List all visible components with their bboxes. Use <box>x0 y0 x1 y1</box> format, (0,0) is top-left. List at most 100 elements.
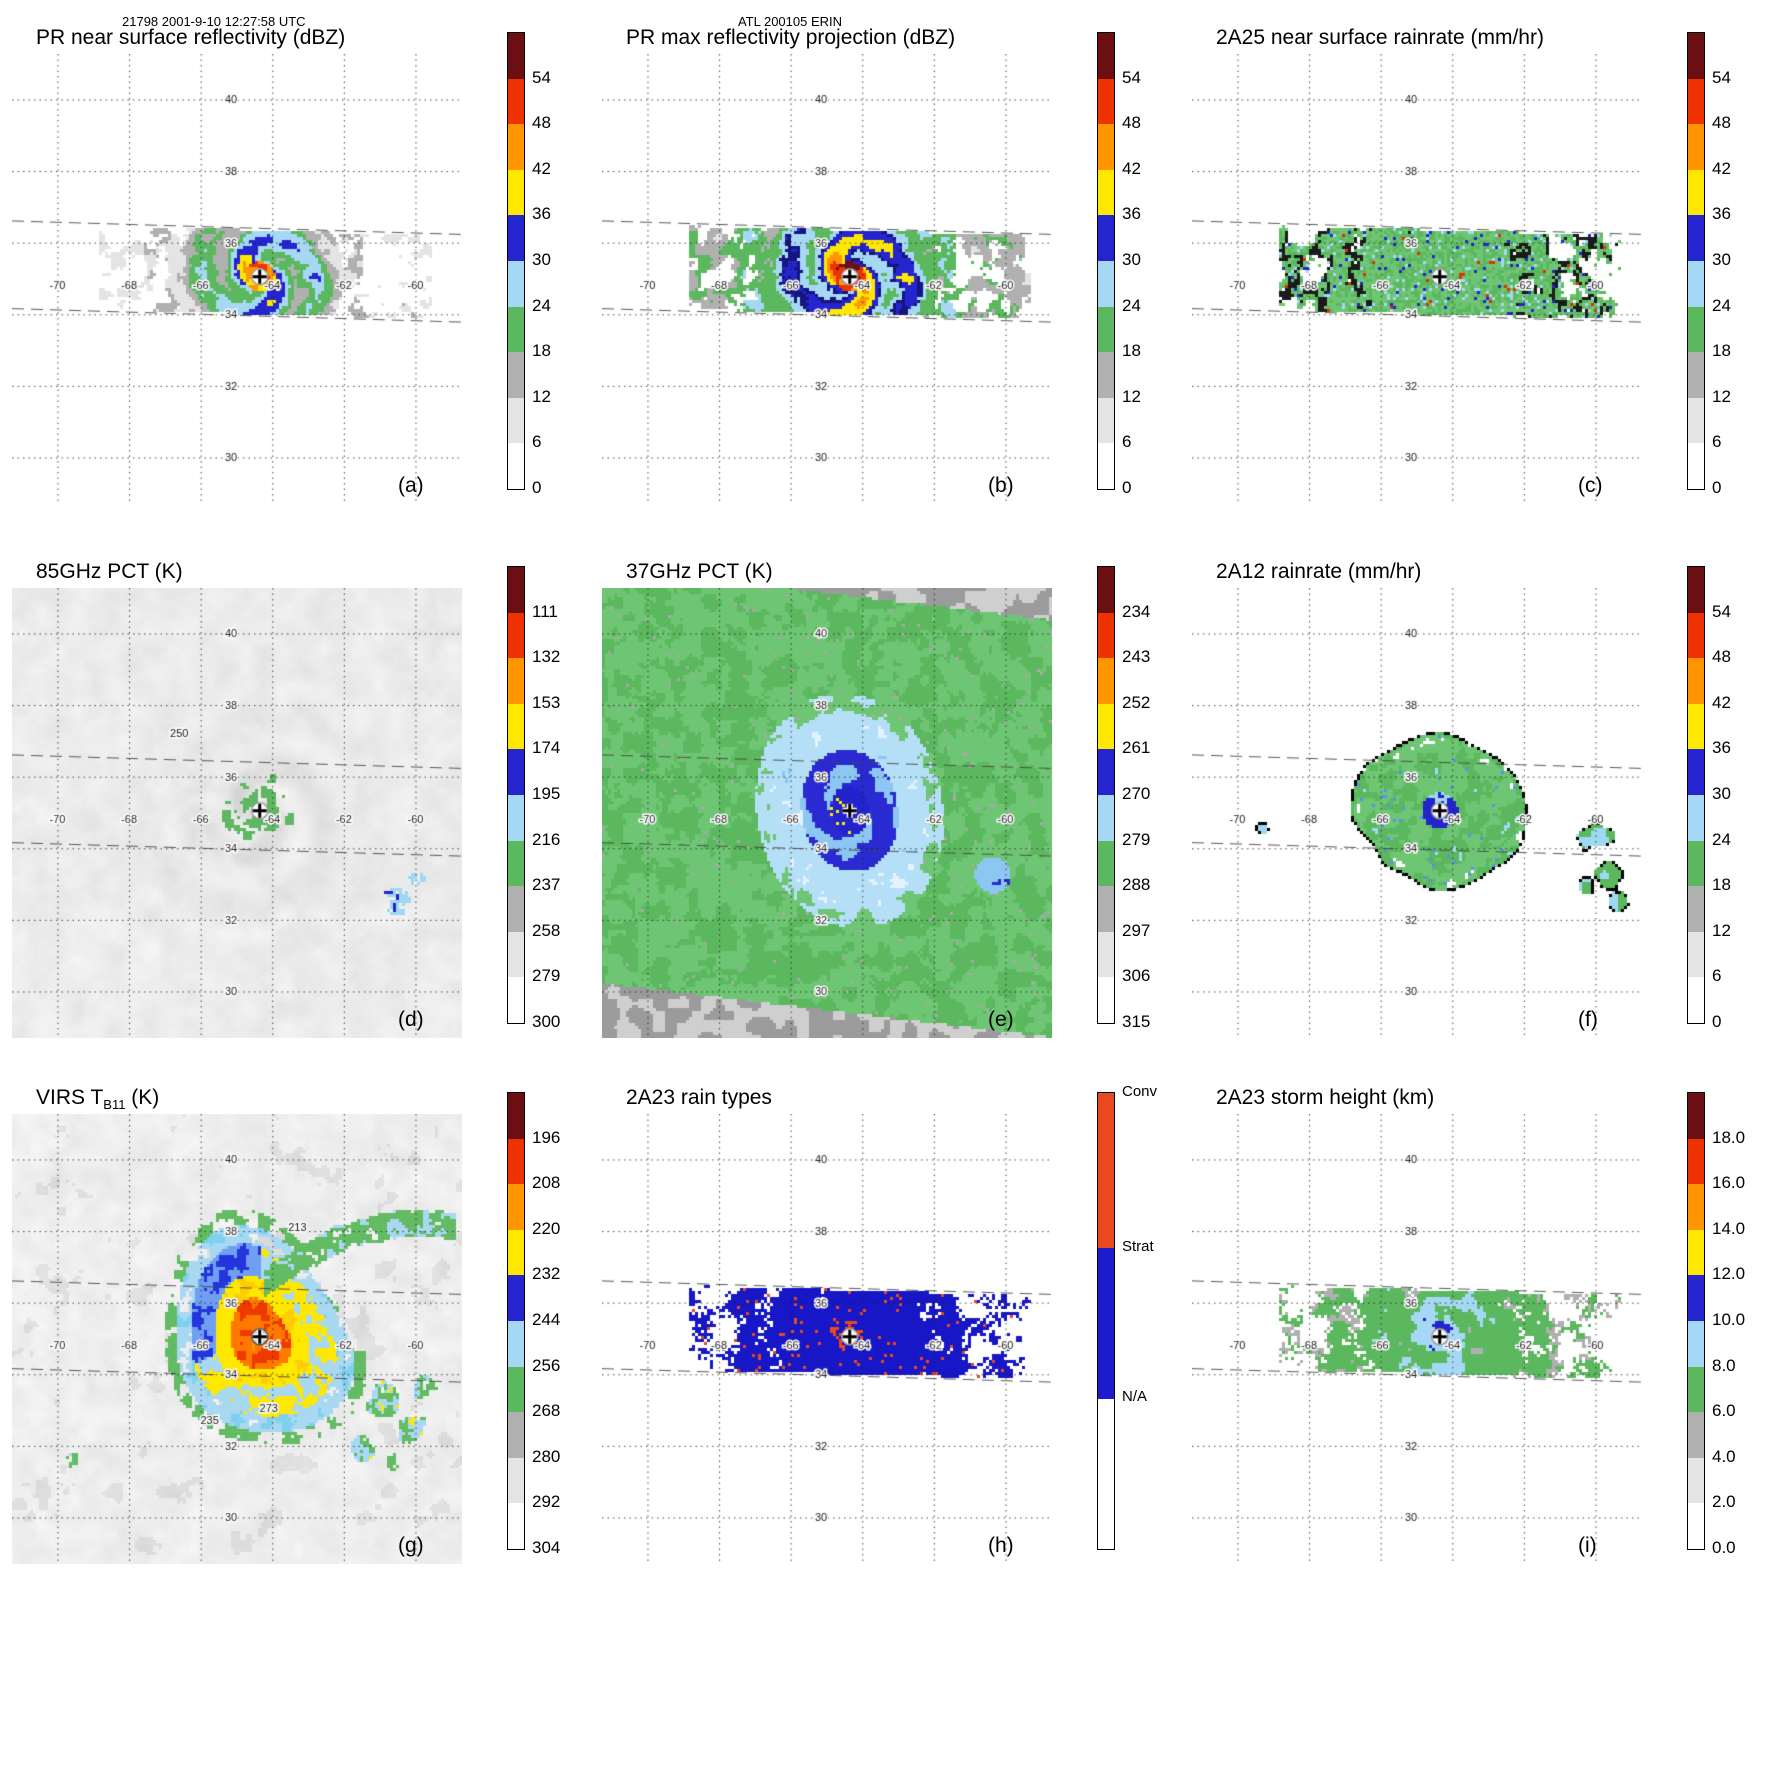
colorbar-c <box>1687 32 1705 490</box>
panel-a: PR near surface reflectivity (dBZ) 0 6 12 18… <box>10 22 590 537</box>
colorbar-segment-7 <box>508 658 524 704</box>
panel-title-subscript: B11 <box>103 1097 126 1113</box>
colorbar-segment-2 <box>508 1412 524 1458</box>
map-canvas-f <box>1192 588 1642 1038</box>
colorbar-f <box>1687 566 1705 1024</box>
colorbar-segment-5 <box>1688 215 1704 262</box>
panel-title-a: PR near surface reflectivity (dBZ) <box>36 26 345 50</box>
colorbar-tick-label: 12 <box>1712 920 1731 940</box>
colorbar-tick-label: 297 <box>1122 920 1151 940</box>
colorbar-segment-0 <box>508 977 524 1023</box>
colorbar-tick-label: 12 <box>1712 386 1731 406</box>
panel-title-c: 2A25 near surface rainrate (mm/hr) <box>1216 26 1544 50</box>
colorbar-tick-label: 111 <box>532 601 558 621</box>
colorbar-segment-2 <box>1098 352 1114 398</box>
panel-g: VIRS TB11 (K) 304 292 280 268 256 244 232 220 208… <box>10 1082 590 1597</box>
colorbar-tick-label: 6 <box>1712 966 1722 986</box>
panel-e: 37GHz PCT (K) 315 306 297 288 279 270 261 252 243… <box>600 556 1180 1071</box>
colorbar-tick-label: 18.0 <box>1712 1127 1746 1147</box>
colorbar-segment-1 <box>1688 1457 1704 1504</box>
colorbar-segment-7 <box>1688 1184 1704 1230</box>
colorbar-segment-5 <box>1098 215 1114 262</box>
colorbar-tick-label: 243 <box>1122 647 1151 667</box>
colorbar-tick-label: 256 <box>532 1355 561 1375</box>
colorbar-tick-label: 18 <box>1712 341 1731 361</box>
colorbar-tick-label: 36 <box>532 204 551 224</box>
panel-title-text: PR near surface reflectivity (dBZ) <box>36 26 346 49</box>
panel-title-tail: (K) <box>125 1086 160 1109</box>
map-canvas-g <box>12 1114 462 1564</box>
colorbar-segment-1 <box>1688 931 1704 978</box>
map-canvas-b <box>602 54 1052 504</box>
colorbar-tick-label: 2.0 <box>1712 1492 1736 1512</box>
colorbar-segment-4 <box>508 795 524 841</box>
colorbar-tick-label: 48 <box>532 113 551 133</box>
colorbar-segment-9 <box>1688 567 1704 613</box>
colorbar-tick-label: 270 <box>1122 784 1151 803</box>
colorbar-tick-label: 12 <box>532 386 551 406</box>
colorbar-segment-2 <box>508 352 524 398</box>
colorbar-segment-1 <box>508 1457 524 1504</box>
colorbar-segment-8 <box>1098 612 1114 659</box>
colorbar-segment-na <box>1098 1398 1114 1550</box>
colorbar-segment-7 <box>508 1184 524 1230</box>
orbit-timestamp: 21798 2001-9-10 12:27:58 UTC <box>122 14 306 29</box>
panel-letter: (i) <box>1578 1534 1597 1557</box>
colorbar-segment-9 <box>1098 33 1114 79</box>
colorbar-tick-label: 208 <box>532 1173 561 1193</box>
colorbar-category-label: N/A <box>1122 1388 1148 1405</box>
panel-letter: (g) <box>398 1534 424 1557</box>
colorbar-tick-label: 30 <box>1122 250 1141 269</box>
colorbar-segment-4 <box>1688 261 1704 307</box>
colorbar-tick-label: 0.0 <box>1712 1538 1736 1557</box>
colorbar-segment-5 <box>508 749 524 796</box>
colorbar-segment-2 <box>1098 886 1114 932</box>
colorbar-segment-8 <box>508 1138 524 1185</box>
colorbar-tick-label: 36 <box>1122 204 1141 224</box>
colorbar-tick-label: 315 <box>1122 1012 1151 1031</box>
colorbar-tick-label: 195 <box>532 784 561 803</box>
colorbar-tick-label: 54 <box>1122 67 1141 87</box>
colorbar-h <box>1097 1092 1115 1550</box>
colorbar-segment-9 <box>508 567 524 613</box>
colorbar-segment-6 <box>1098 703 1114 750</box>
colorbar-tick-label: 244 <box>532 1310 561 1329</box>
colorbar-segment-5 <box>508 215 524 262</box>
colorbar-tick-label: 0 <box>532 478 542 497</box>
colorbar-tick-label: 48 <box>1712 647 1731 667</box>
panel-title-f: 2A12 rainrate (mm/hr) <box>1216 560 1421 584</box>
colorbar-segment-8 <box>508 78 524 125</box>
colorbar-segment-strat <box>1098 1248 1114 1399</box>
colorbar-tick-label: 14.0 <box>1712 1218 1746 1238</box>
colorbar-segment-9 <box>1688 33 1704 79</box>
colorbar-tick-label: 0 <box>1712 478 1722 497</box>
colorbar-tick-label: 48 <box>1712 113 1731 133</box>
colorbar-segment-4 <box>1688 1321 1704 1367</box>
colorbar-segment-9 <box>508 1093 524 1139</box>
colorbar-tick-label: 18 <box>1122 341 1141 361</box>
colorbar-segment-4 <box>1098 261 1114 307</box>
colorbar-tick-label: 280 <box>532 1446 561 1466</box>
colorbar-segment-6 <box>508 1229 524 1276</box>
panel-f: 2A12 rainrate (mm/hr) 0 6 12 18 24 30 36 42 48 54 (… <box>1190 556 1770 1071</box>
panel-title-text: VIRS T <box>36 1086 104 1109</box>
colorbar-tick-label: 132 <box>532 647 561 667</box>
colorbar-segment-6 <box>1688 169 1704 216</box>
colorbar-segment-1 <box>1098 397 1114 444</box>
map-canvas-a <box>12 54 462 504</box>
colorbar-tick-label: 237 <box>532 875 561 895</box>
colorbar-tick-label: 232 <box>532 1264 561 1284</box>
colorbar-tick-label: 18 <box>1712 875 1731 895</box>
colorbar-segment-5 <box>1688 749 1704 796</box>
colorbar-tick-label: 42 <box>532 158 551 178</box>
colorbar-segment-6 <box>1688 703 1704 750</box>
colorbar-tick-label: 24 <box>1712 295 1731 315</box>
colorbar-tick-label: 36 <box>1712 738 1731 758</box>
colorbar-segment-1 <box>1688 397 1704 444</box>
colorbar-tick-label: 16.0 <box>1712 1173 1746 1193</box>
colorbar-tick-label: 10.0 <box>1712 1310 1746 1329</box>
colorbar-tick-label: 6.0 <box>1712 1401 1736 1421</box>
colorbar-tick-label: 196 <box>532 1127 561 1147</box>
colorbar-segment-5 <box>1688 1275 1704 1322</box>
colorbar-segment-4 <box>1688 795 1704 841</box>
